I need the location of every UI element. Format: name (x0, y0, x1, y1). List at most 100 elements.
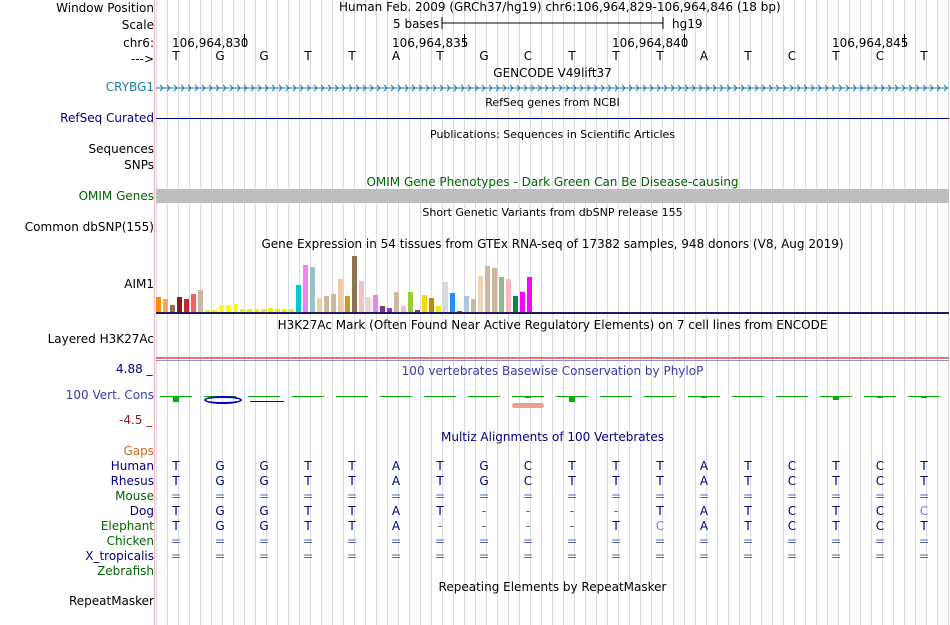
strand-chevron (320, 84, 325, 92)
species-label[interactable]: Rhesus (110, 474, 154, 488)
gtex-tissue-bar[interactable] (226, 305, 231, 312)
publications-label-snps[interactable]: SNPs (124, 158, 154, 172)
gtex-tissue-bar[interactable] (310, 267, 315, 312)
alignment-base: - (525, 519, 531, 533)
alignment-base: G (215, 519, 225, 533)
gtex-tissue-bar[interactable] (163, 299, 168, 312)
publications-label-sequences[interactable]: Sequences (88, 142, 154, 156)
gencode-gene-label[interactable]: CRYBG1 (105, 80, 154, 94)
phylop-label[interactable]: 100 Vert. Cons (65, 388, 154, 402)
gtex-tissue-bar[interactable] (436, 306, 441, 312)
gtex-tissue-bar[interactable] (457, 311, 462, 312)
gtex-tissue-bar[interactable] (345, 296, 350, 312)
strand-chevron (782, 84, 787, 92)
reference-base: G (259, 49, 269, 63)
strand-chevron (621, 84, 626, 92)
species-label[interactable]: Human (110, 459, 154, 473)
gtex-tissue-bar[interactable] (401, 306, 406, 312)
omim-phenotype-bar[interactable] (156, 189, 949, 203)
gtex-tissue-bar[interactable] (282, 309, 287, 312)
gtex-tissue-bar[interactable] (352, 256, 357, 312)
phylop-baseline-mark (776, 396, 808, 397)
species-label[interactable]: Dog (129, 504, 154, 518)
alignment-base: = (346, 489, 358, 503)
gtex-tissue-bar[interactable] (191, 294, 196, 312)
gtex-tissue-bar[interactable] (464, 296, 469, 312)
gtex-tissue-bar[interactable] (422, 295, 427, 312)
gtex-gene-label[interactable]: AIM1 (124, 277, 154, 291)
strand-chevron (775, 84, 780, 92)
gtex-tissue-bar[interactable] (527, 277, 532, 312)
gtex-tissue-bar[interactable] (373, 295, 378, 312)
alignment-base: C (875, 459, 885, 473)
gtex-tissue-bar[interactable] (338, 279, 343, 312)
gtex-tissue-bar[interactable] (156, 297, 161, 312)
scale-label[interactable]: Scale (121, 18, 154, 32)
gtex-tissue-bar[interactable] (499, 277, 504, 312)
gtex-tissue-bar[interactable] (212, 310, 217, 312)
gtex-tissue-bar[interactable] (380, 306, 385, 312)
species-label[interactable]: Chicken (106, 534, 154, 548)
alignment-base: - (437, 519, 443, 533)
gtex-tissue-bar[interactable] (247, 309, 252, 312)
h3k27ac-label[interactable]: Layered H3K27Ac (47, 332, 154, 346)
species-label[interactable]: Mouse (115, 489, 154, 503)
species-label[interactable]: X_tropicalis (85, 549, 154, 563)
gtex-expression-chart[interactable] (156, 252, 536, 312)
position-tick: 106,964,840 (612, 36, 689, 50)
gtex-tissue-bar[interactable] (254, 309, 259, 312)
gtex-tissue-bar[interactable] (289, 309, 294, 312)
position-tick: 106,964,835 (392, 36, 469, 50)
gtex-tissue-bar[interactable] (177, 297, 182, 312)
gtex-tissue-bar[interactable] (513, 296, 518, 312)
gtex-tissue-bar[interactable] (219, 305, 224, 312)
gtex-tissue-bar[interactable] (429, 298, 434, 312)
gtex-tissue-bar[interactable] (520, 292, 525, 312)
species-label[interactable]: Elephant (100, 519, 154, 533)
species-label[interactable]: Zebrafish (97, 564, 154, 578)
strand-chevron (383, 84, 388, 92)
gtex-tissue-bar[interactable] (296, 285, 301, 312)
gtex-tissue-bar[interactable] (506, 279, 511, 312)
gtex-tissue-bar[interactable] (198, 290, 203, 312)
gtex-tissue-bar[interactable] (394, 292, 399, 312)
dbsnp-label[interactable]: Common dbSNP(155) (24, 220, 154, 234)
gtex-tissue-bar[interactable] (205, 310, 210, 312)
gtex-tissue-bar[interactable] (450, 293, 455, 312)
gtex-tissue-bar[interactable] (492, 268, 497, 312)
gtex-tissue-bar[interactable] (240, 309, 245, 312)
gtex-tissue-bar[interactable] (233, 304, 238, 312)
gtex-tissue-bar[interactable] (443, 282, 448, 312)
gtex-tissue-bar[interactable] (415, 310, 420, 312)
gtex-tissue-bar[interactable] (331, 294, 336, 312)
chrom-label[interactable]: chr6: (123, 36, 154, 50)
gtex-tissue-bar[interactable] (268, 308, 273, 312)
gaps-label[interactable]: Gaps (123, 444, 154, 458)
gtex-tissue-bar[interactable] (303, 265, 308, 312)
gtex-tissue-bar[interactable] (184, 299, 189, 312)
gtex-tissue-bar[interactable] (478, 276, 483, 312)
gtex-tissue-bar[interactable] (408, 292, 413, 312)
strand-chevron (306, 84, 311, 92)
omim-label[interactable]: OMIM Genes (78, 189, 154, 203)
window-position-label[interactable]: Window Position (56, 1, 154, 15)
alignment-base: T (304, 504, 312, 518)
gtex-tissue-bar[interactable] (471, 299, 476, 312)
gencode-gene-body[interactable] (156, 82, 949, 94)
scale-bar-label: 5 bases (393, 17, 440, 31)
repeatmasker-label[interactable]: RepeatMasker (68, 594, 154, 608)
gtex-tissue-bar[interactable] (387, 308, 392, 312)
strand-chevron (922, 84, 927, 92)
gtex-tissue-bar[interactable] (261, 309, 266, 312)
refseq-gene-line[interactable] (156, 118, 949, 119)
gtex-tissue-bar[interactable] (359, 281, 364, 312)
gtex-tissue-bar[interactable] (170, 305, 175, 312)
gtex-tissue-bar[interactable] (366, 297, 371, 312)
omim-track-title: OMIM Gene Phenotypes - Dark Green Can Be… (366, 175, 739, 189)
gtex-tissue-bar[interactable] (275, 309, 280, 312)
gtex-tissue-bar[interactable] (324, 296, 329, 312)
gtex-tissue-bar[interactable] (485, 266, 490, 312)
refseq-label[interactable]: RefSeq Curated (60, 111, 154, 125)
phylop-plot[interactable] (156, 380, 949, 410)
gtex-tissue-bar[interactable] (317, 298, 322, 312)
